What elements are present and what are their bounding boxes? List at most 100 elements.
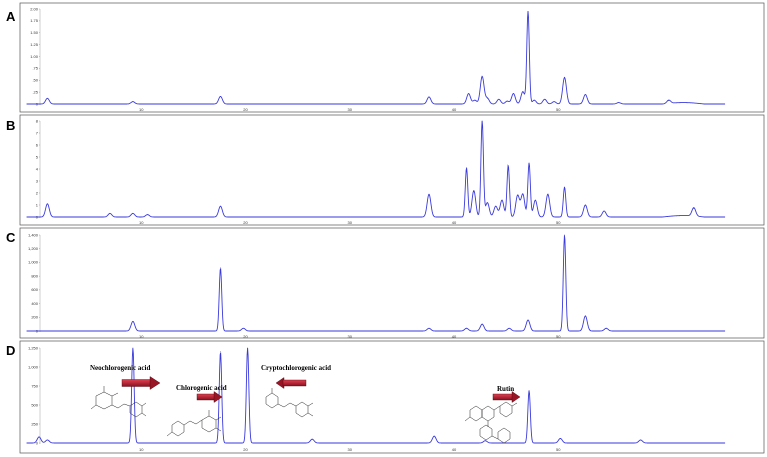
peak-apex [311,438,313,440]
cryptochlorogenic-acid-structure-icon [265,388,314,418]
peak-apex [584,315,586,317]
x-tick-label: 10 [139,220,144,225]
chlorogenic-acid-structure-icon [166,410,222,437]
peak-apex [220,96,221,97]
x-tick-label: 50 [556,334,561,339]
peak-apex [517,195,519,196]
peak-apex [584,94,586,95]
peak-apex [220,267,221,269]
x-tick-label: 10 [139,107,144,112]
y-tick-label: .50 [32,78,38,83]
peak-apex [528,390,530,391]
rutin-structure-icon [464,401,518,444]
peak-apex [564,186,565,188]
panel-c-peaks [132,234,607,329]
y-tick-label: 1,000 [28,364,39,369]
peak-apex [132,213,134,214]
peak-apex [640,439,642,441]
peak-apex [693,208,695,210]
peak-apex [508,327,510,329]
peak-apex [522,91,524,93]
panel-b-peaks [47,120,695,216]
peak-apex [528,162,530,164]
peak-apex [243,327,244,329]
peak-apex [495,205,497,207]
peak-apex [428,327,430,329]
peak-apex [38,436,40,438]
peak-apex [486,97,488,99]
panel-a-peaks [47,10,670,103]
panel-d-trace [26,347,726,444]
peak-apex [47,439,48,441]
peak-apex [220,205,221,207]
panel-letter-c: C [6,230,16,245]
panel-d: D 0 250 500 750 1,000 1,250 10 20 30 40 50 Neochlo… [6,340,765,454]
peak-apex [466,167,467,169]
peak-apex [501,199,503,201]
y-tick-label: 200 [31,315,38,320]
x-tick-label: 40 [452,447,457,452]
y-tick-label: 1.00 [30,54,39,59]
x-tick-label: 50 [556,107,561,112]
panel-c-trace [26,235,726,332]
peak-apex [47,97,48,99]
arrow-cryptochlorogenic-icon [275,377,307,389]
y-tick-label: 800 [31,273,38,278]
x-tick-label: 30 [348,334,353,339]
y-tick-label: 4 [36,166,39,171]
peak-apex [428,96,430,98]
label-cryptochlorogenic-acid: Cryptochlorogenic acid [261,364,331,372]
peak-apex [466,327,467,329]
peak-apex [605,327,607,329]
panel-letter-b: B [6,118,15,133]
x-tick-label: 50 [556,447,561,452]
peak-apex [527,319,529,321]
panel-d-frame [19,340,765,454]
arrow-rutin-icon [492,391,521,403]
y-tick-label: 1 [36,202,39,207]
y-tick-label: 7 [36,130,39,135]
label-neochlorogenic-acid: Neochlorogenic acid [90,364,150,372]
x-tick-label: 30 [348,220,353,225]
x-tick-label: 10 [139,334,144,339]
peak-apex [486,202,488,204]
y-tick-label: 400 [31,301,38,306]
peak-apex [147,214,148,216]
peak-apex [247,347,248,349]
x-tick-label: 40 [452,334,457,339]
peak-apex [47,203,48,205]
peak-apex [553,101,555,103]
peak-apex [474,99,476,101]
x-tick-label: 30 [348,107,353,112]
x-tick-label: 10 [139,447,144,452]
y-tick-label: 3 [36,178,39,183]
x-tick-label: 40 [452,220,457,225]
y-tick-label: .25 [32,89,38,94]
x-tick-label: 50 [556,220,561,225]
panel-d-peaks [38,347,642,442]
panel-letter-d: D [6,343,15,358]
peak-apex [481,323,483,325]
peak-apex [513,93,514,94]
peak-apex [468,93,470,94]
arrow-chlorogenic-icon [196,391,223,403]
panel-b-frame [19,114,765,226]
y-tick-label: 2 [36,190,39,195]
peak-apex [132,347,134,349]
peak-apex [428,193,430,195]
peak-apex [506,100,508,102]
y-tick-label: 600 [31,287,38,292]
peak-apex [481,76,483,77]
x-tick-label: 20 [243,220,248,225]
y-tick-label: 8 [36,118,39,123]
y-tick-label: 250 [31,421,38,426]
peak-apex [132,101,134,103]
peak-apex [564,77,565,78]
y-tick-label: 1.25 [30,42,39,47]
peak-apex [484,440,486,442]
